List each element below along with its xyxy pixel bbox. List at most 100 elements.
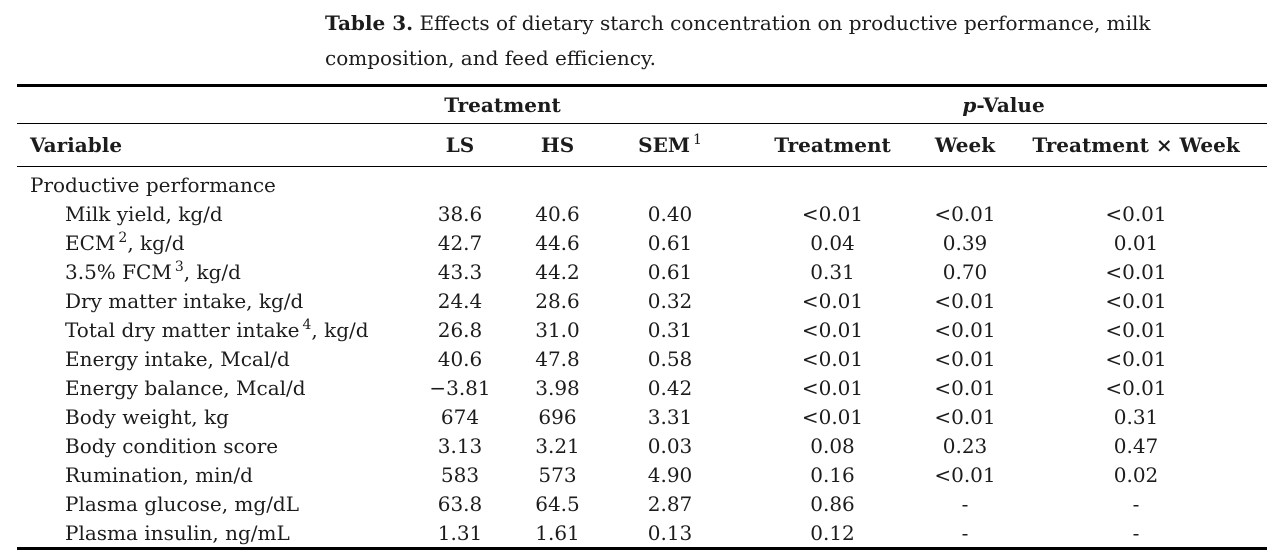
value-cell: 1.31 — [437, 520, 483, 545]
table-row: Rumination, min/d 583 573 4.90 0.16 <0.01 0.02 — [17, 460, 1267, 489]
value-cell: 31.0 — [535, 317, 580, 342]
variable-label: Body weight, kg — [65, 404, 229, 429]
value-cell: 0.23 — [942, 433, 988, 458]
value-cell: <0.01 — [801, 404, 864, 429]
value-cell: 64.5 — [535, 491, 580, 516]
value-cell: <0.01 — [1105, 201, 1167, 226]
value-cell: <0.01 — [801, 346, 864, 371]
value-cell: 0.13 — [647, 520, 693, 545]
value-cell: 0.58 — [647, 346, 693, 371]
value-cell: 0.32 — [647, 288, 693, 313]
table-row: Total dry matter intake 4, kg/d 26.8 31.0 0.… — [17, 315, 1267, 344]
value-cell: 0.12 — [810, 520, 855, 545]
sem-footnote-marker: 1 — [692, 132, 702, 149]
pvalue-group-header: p-Value — [740, 85, 1267, 124]
value-cell: <0.01 — [934, 288, 996, 313]
table-row: Plasma insulin, ng/mL 1.31 1.61 0.13 0.12 - - — [17, 518, 1267, 549]
value-cell: 3.98 — [535, 375, 580, 400]
column-header-treatment-week: Treatment × Week — [1005, 123, 1267, 167]
column-header-sem: SEM 1 — [600, 123, 740, 167]
value-cell: 63.8 — [437, 491, 483, 516]
value-cell: <0.01 — [934, 346, 996, 371]
value-cell: 40.6 — [437, 346, 483, 371]
value-cell: 0.61 — [647, 259, 693, 284]
value-cell: <0.01 — [1105, 375, 1167, 400]
value-cell: 26.8 — [437, 317, 483, 342]
group-header-spacer — [17, 85, 405, 124]
table-row: 3.5% FCM 3, kg/d 43.3 44.2 0.61 0.31 0.70 <0.01 — [17, 257, 1267, 286]
value-cell: 573 — [538, 462, 577, 487]
value-cell: 0.01 — [1113, 230, 1159, 255]
variable-label: 3.5% FCM 3, kg/d — [65, 258, 241, 284]
value-cell: - — [1132, 520, 1140, 545]
value-cell: 674 — [440, 404, 480, 429]
value-cell: 47.8 — [535, 346, 580, 371]
results-table: Treatment p-Value Variable LS HS SEM 1 Tr… — [17, 84, 1267, 550]
value-cell: −3.81 — [429, 375, 491, 400]
group-header-spacer-sem — [600, 85, 740, 124]
value-cell: <0.01 — [1105, 288, 1167, 313]
value-cell: 0.31 — [647, 317, 693, 342]
value-cell: - — [961, 491, 969, 516]
variable-label: ECM 2, kg/d — [65, 229, 185, 255]
value-cell: 583 — [440, 462, 480, 487]
value-cell: <0.01 — [934, 201, 996, 226]
value-cell: <0.01 — [1105, 317, 1167, 342]
value-cell: <0.01 — [801, 201, 864, 226]
value-cell: 3.13 — [437, 433, 483, 458]
value-cell: 42.7 — [437, 230, 483, 255]
pvalue-italic-p: p — [962, 93, 977, 117]
column-header-variable: Variable — [17, 123, 405, 167]
value-cell: 0.70 — [942, 259, 988, 284]
value-cell: 2.87 — [647, 491, 693, 516]
variable-label: Plasma insulin, ng/mL — [65, 520, 290, 545]
value-cell: 24.4 — [437, 288, 483, 313]
value-cell: <0.01 — [801, 317, 864, 342]
table-row: Energy balance, Mcal/d −3.81 3.98 0.42 <0.01… — [17, 373, 1267, 402]
variable-label: Total dry matter intake 4, kg/d — [65, 316, 369, 342]
value-cell: 38.6 — [437, 201, 483, 226]
table-row: Energy intake, Mcal/d 40.6 47.8 0.58 <0.01 <0… — [17, 344, 1267, 373]
value-cell: 0.03 — [647, 433, 693, 458]
table-row: Body weight, kg 674 696 3.31 <0.01 <0.01 0.31 — [17, 402, 1267, 431]
value-cell: 0.31 — [1113, 404, 1159, 429]
value-cell: 28.6 — [535, 288, 580, 313]
table-body: Productive performance Milk yield, kg/d 38… — [17, 167, 1267, 549]
value-cell: <0.01 — [934, 462, 996, 487]
column-header-hs: HS — [515, 123, 600, 167]
pvalue-rest: -Value — [976, 93, 1045, 117]
value-cell: 44.6 — [535, 230, 580, 255]
value-cell: 0.47 — [1113, 433, 1159, 458]
variable-label: Milk yield, kg/d — [65, 201, 223, 226]
table-caption-text: Effects of dietary starch concentration … — [325, 11, 1151, 70]
value-cell: 0.04 — [810, 230, 855, 255]
value-cell: - — [1132, 491, 1140, 516]
footnote-marker: 4 — [302, 316, 312, 333]
value-cell: 1.61 — [535, 520, 580, 545]
value-cell: 0.40 — [647, 201, 693, 226]
variable-label: Energy intake, Mcal/d — [65, 346, 290, 371]
variable-label: Plasma glucose, mg/dL — [65, 491, 300, 516]
value-cell: 0.61 — [647, 230, 693, 255]
table-row: Plasma glucose, mg/dL 63.8 64.5 2.87 0.86 - - — [17, 489, 1267, 518]
table-row: Body condition score 3.13 3.21 0.03 0.08 0.23… — [17, 431, 1267, 460]
value-cell: 3.21 — [535, 433, 580, 458]
table-caption: Table 3. Effects of dietary starch conce… — [325, 6, 1280, 76]
value-cell: 0.86 — [810, 491, 855, 516]
variable-label: Energy balance, Mcal/d — [65, 375, 306, 400]
value-cell: <0.01 — [801, 375, 864, 400]
group-header-row: Treatment p-Value — [17, 85, 1267, 124]
section-row-label: Productive performance — [30, 172, 276, 197]
footnote-marker: 2 — [118, 229, 128, 246]
value-cell: - — [961, 520, 969, 545]
value-cell: 0.39 — [942, 230, 988, 255]
variable-label: Dry matter intake, kg/d — [65, 288, 304, 313]
value-cell: <0.01 — [801, 288, 864, 313]
value-cell: 4.90 — [647, 462, 693, 487]
value-cell: 0.42 — [647, 375, 693, 400]
value-cell: <0.01 — [1105, 346, 1167, 371]
value-cell: 0.16 — [810, 462, 855, 487]
table-row: Dry matter intake, kg/d 24.4 28.6 0.32 <0.01… — [17, 286, 1267, 315]
table-row: Productive performance — [17, 167, 1267, 200]
